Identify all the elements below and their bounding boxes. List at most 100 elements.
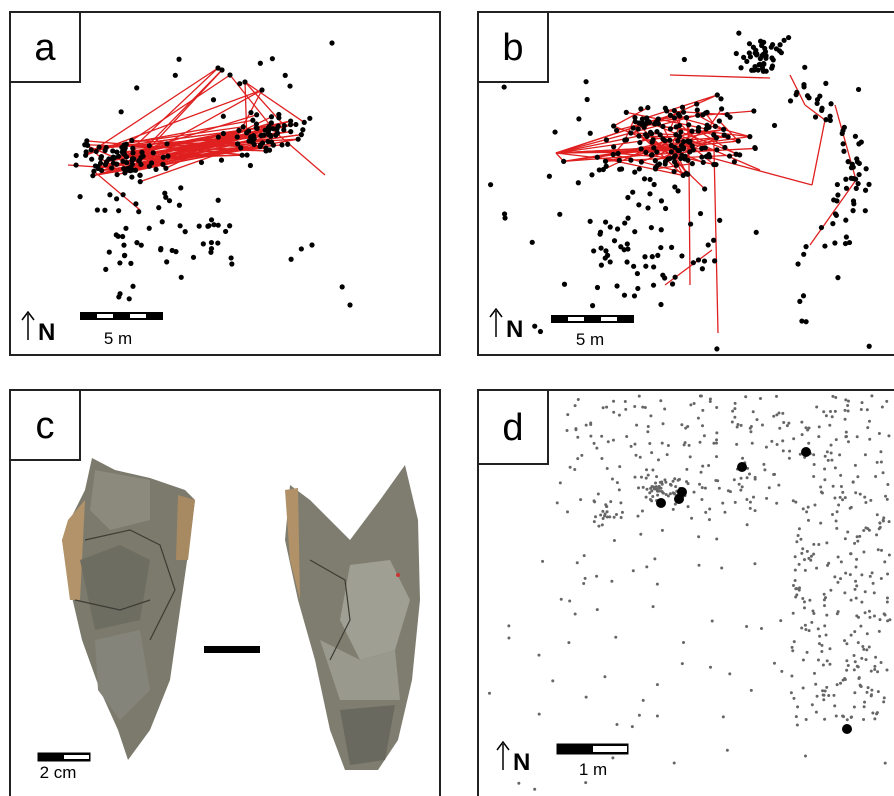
find-point (791, 649, 794, 652)
find-point (874, 656, 877, 659)
find-point (593, 499, 596, 502)
find-point (606, 516, 609, 519)
find-point (817, 659, 820, 662)
find-point (812, 553, 815, 556)
find-point (176, 57, 181, 62)
find-point (649, 487, 652, 490)
find-point (859, 493, 862, 496)
find-point (879, 450, 882, 453)
find-point (853, 668, 856, 671)
find-point (612, 439, 615, 442)
find-point (107, 192, 112, 197)
find-point (714, 346, 719, 351)
find-point (822, 698, 825, 701)
find-point (597, 525, 600, 528)
find-point (635, 286, 640, 291)
find-point (843, 177, 848, 182)
find-point (736, 138, 741, 143)
find-point (868, 529, 871, 532)
find-point (779, 619, 782, 622)
find-point (869, 575, 872, 578)
find-point (834, 396, 837, 399)
find-point (614, 128, 619, 133)
find-point (134, 85, 139, 90)
find-point (589, 422, 592, 425)
find-point (772, 123, 777, 128)
find-point (857, 641, 860, 644)
find-point (801, 597, 804, 600)
find-point (800, 421, 803, 424)
find-point (682, 641, 685, 644)
find-point (162, 191, 167, 196)
find-point (663, 206, 668, 211)
find-point (838, 453, 841, 456)
find-point (309, 242, 314, 247)
find-point (876, 670, 879, 673)
find-point (642, 486, 645, 489)
find-point (669, 143, 674, 148)
find-point (818, 425, 821, 428)
find-point (844, 409, 847, 412)
find-point (507, 636, 510, 639)
refit-line (706, 157, 812, 185)
photo-right-refit (285, 465, 420, 770)
find-point (651, 264, 656, 269)
find-point (792, 437, 795, 440)
refit-line (670, 75, 770, 78)
find-point (269, 120, 274, 125)
find-point (648, 442, 651, 445)
find-point (562, 282, 567, 287)
find-point (659, 198, 664, 203)
find-point (588, 131, 593, 136)
find-point (625, 435, 628, 438)
find-point (269, 139, 274, 144)
find-point (792, 612, 795, 615)
find-point (179, 275, 184, 280)
find-point (706, 152, 711, 157)
find-point (227, 223, 232, 228)
find-point (722, 145, 727, 150)
find-point (881, 406, 884, 409)
find-point (810, 621, 813, 624)
find-point (136, 209, 141, 214)
find-point (853, 706, 856, 709)
find-point (329, 40, 334, 45)
find-point (90, 173, 95, 178)
find-point (631, 264, 636, 269)
find-point (638, 106, 643, 111)
find-point (878, 522, 881, 525)
find-point (715, 438, 718, 441)
find-point (725, 112, 730, 117)
find-point (618, 414, 621, 417)
find-point (583, 554, 586, 557)
find-point (833, 211, 838, 216)
find-point (618, 465, 621, 468)
find-point (870, 394, 873, 397)
find-point (876, 461, 879, 464)
find-point (695, 113, 700, 118)
find-point (682, 154, 687, 159)
find-point (709, 400, 712, 403)
find-point (137, 173, 142, 178)
find-point (782, 38, 787, 43)
find-point (870, 693, 873, 696)
find-point (802, 686, 805, 689)
find-point (857, 616, 860, 619)
find-point (580, 454, 583, 457)
find-point (643, 150, 648, 155)
find-point (800, 626, 803, 629)
find-point (689, 129, 694, 134)
find-point (622, 220, 627, 225)
find-point (556, 501, 559, 504)
find-point (261, 133, 266, 138)
find-point (777, 484, 780, 487)
find-point (668, 126, 673, 131)
find-point (624, 259, 629, 264)
find-point (847, 440, 850, 443)
find-point (288, 129, 293, 134)
find-point (801, 447, 811, 457)
find-point (129, 138, 134, 143)
find-point (684, 427, 687, 430)
find-point (857, 677, 860, 680)
find-point (678, 478, 681, 481)
